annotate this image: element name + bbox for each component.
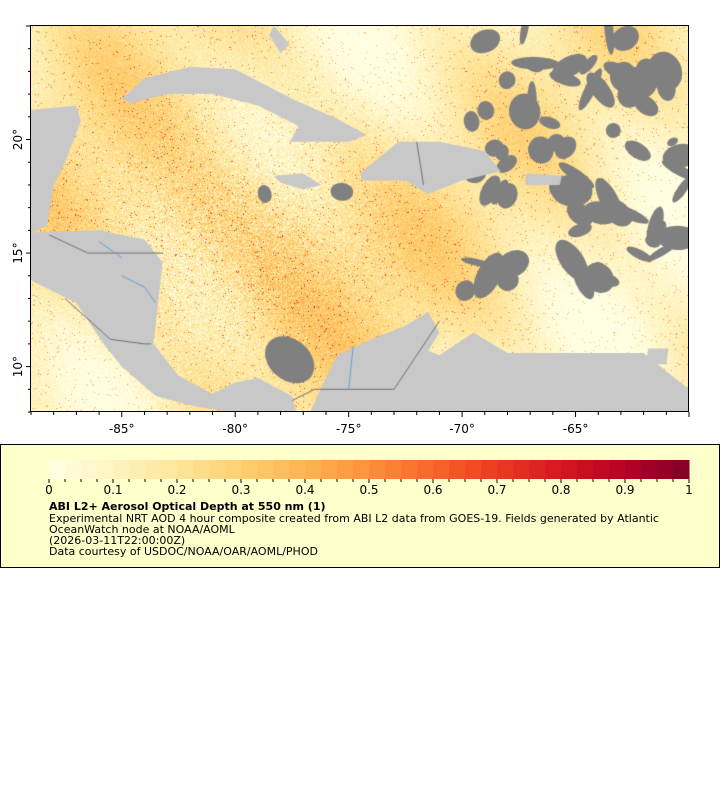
colorbar-swatch (145, 460, 162, 479)
colorbar-tick-label: 0.5 (359, 483, 378, 497)
colorbar-tick-label: 0.9 (615, 483, 634, 497)
colorbar-tick-label: 0.6 (423, 483, 442, 497)
lon-tick-label: -80° (222, 422, 248, 436)
legend-title: ABI L2+ Aerosol Optical Depth at 550 nm … (49, 500, 326, 513)
colorbar-swatch (369, 460, 386, 479)
legend-description-line2: OceanWatch node at NOAA/AOML (49, 523, 235, 536)
colorbar-swatch (337, 460, 354, 479)
colorbar-swatch (353, 460, 370, 479)
legend-time: (2026-03-11T22:00:00Z) (49, 534, 186, 547)
colorbar-swatch (481, 460, 498, 479)
colorbar-tick-label: 0 (45, 483, 53, 497)
colorbar-swatch (273, 460, 290, 479)
colorbar-swatch (65, 460, 82, 479)
colorbar-swatch (225, 460, 242, 479)
colorbar-tick-label: 0.2 (167, 483, 186, 497)
colorbar-swatch (113, 460, 130, 479)
colorbar-swatch (625, 460, 642, 479)
colorbar-tick-label: 0.3 (231, 483, 250, 497)
map-frame (30, 25, 689, 412)
colorbar-swatch (241, 460, 258, 479)
colorbar-tick-label: 1 (685, 483, 693, 497)
colorbar-swatch (321, 460, 338, 479)
colorbar-swatch (449, 460, 466, 479)
colorbar-swatch (209, 460, 226, 479)
colorbar-swatch (161, 460, 178, 479)
colorbar-tick-label: 0.1 (103, 483, 122, 497)
colorbar-tick-label: 0.4 (295, 483, 314, 497)
colorbar-swatch (657, 460, 674, 479)
lon-tick-label: -65° (563, 422, 589, 436)
lat-tick-label: 10° (11, 356, 25, 377)
lon-tick-label: -70° (449, 422, 475, 436)
lat-tick-label: 15° (11, 242, 25, 263)
colorbar-swatch (177, 460, 194, 479)
colorbar-swatch (289, 460, 306, 479)
colorbar-swatch (417, 460, 434, 479)
colorbar: 0 0.1 0.2 0.3 0.4 0.5 0.6 0.7 0.8 0.9 1 (45, 460, 693, 497)
lon-tick-label: -75° (336, 422, 362, 436)
colorbar-swatch (129, 460, 146, 479)
colorbar-tick-label: 0.7 (487, 483, 506, 497)
colorbar-swatch (593, 460, 610, 479)
colorbar-swatch (81, 460, 98, 479)
colorbar-swatch (465, 460, 482, 479)
lat-tick-label: 20° (11, 129, 25, 150)
colorbar-swatch (545, 460, 562, 479)
colorbar-swatch (433, 460, 450, 479)
colorbar-swatch (385, 460, 402, 479)
colorbar-swatch (641, 460, 658, 479)
colorbar-swatch (401, 460, 418, 479)
colorbar-swatch (97, 460, 114, 479)
colorbar-swatch (513, 460, 530, 479)
colorbar-swatch (609, 460, 626, 479)
colorbar-swatch (561, 460, 578, 479)
map-axes: -85° -80° -75° -70° -65° 10° 15° 20° (11, 25, 690, 436)
lon-tick-label: -85° (109, 422, 135, 436)
colorbar-swatch (305, 460, 322, 479)
legend: 0 0.1 0.2 0.3 0.4 0.5 0.6 0.7 0.8 0.9 1 ABI L2+ Ae… (0, 444, 720, 568)
colorbar-swatch (49, 460, 66, 479)
colorbar-swatch (497, 460, 514, 479)
aod-map (31, 26, 689, 412)
colorbar-swatch (673, 460, 690, 479)
colorbar-swatch (529, 460, 546, 479)
colorbar-swatch (577, 460, 594, 479)
colorbar-swatch (193, 460, 210, 479)
colorbar-tick-label: 0.8 (551, 483, 570, 497)
legend-description-line1: Experimental NRT AOD 4 hour composite cr… (49, 512, 659, 525)
legend-credit: Data courtesy of USDOC/NOAA/OAR/AOML/PHO… (49, 545, 318, 558)
colorbar-swatch (257, 460, 274, 479)
